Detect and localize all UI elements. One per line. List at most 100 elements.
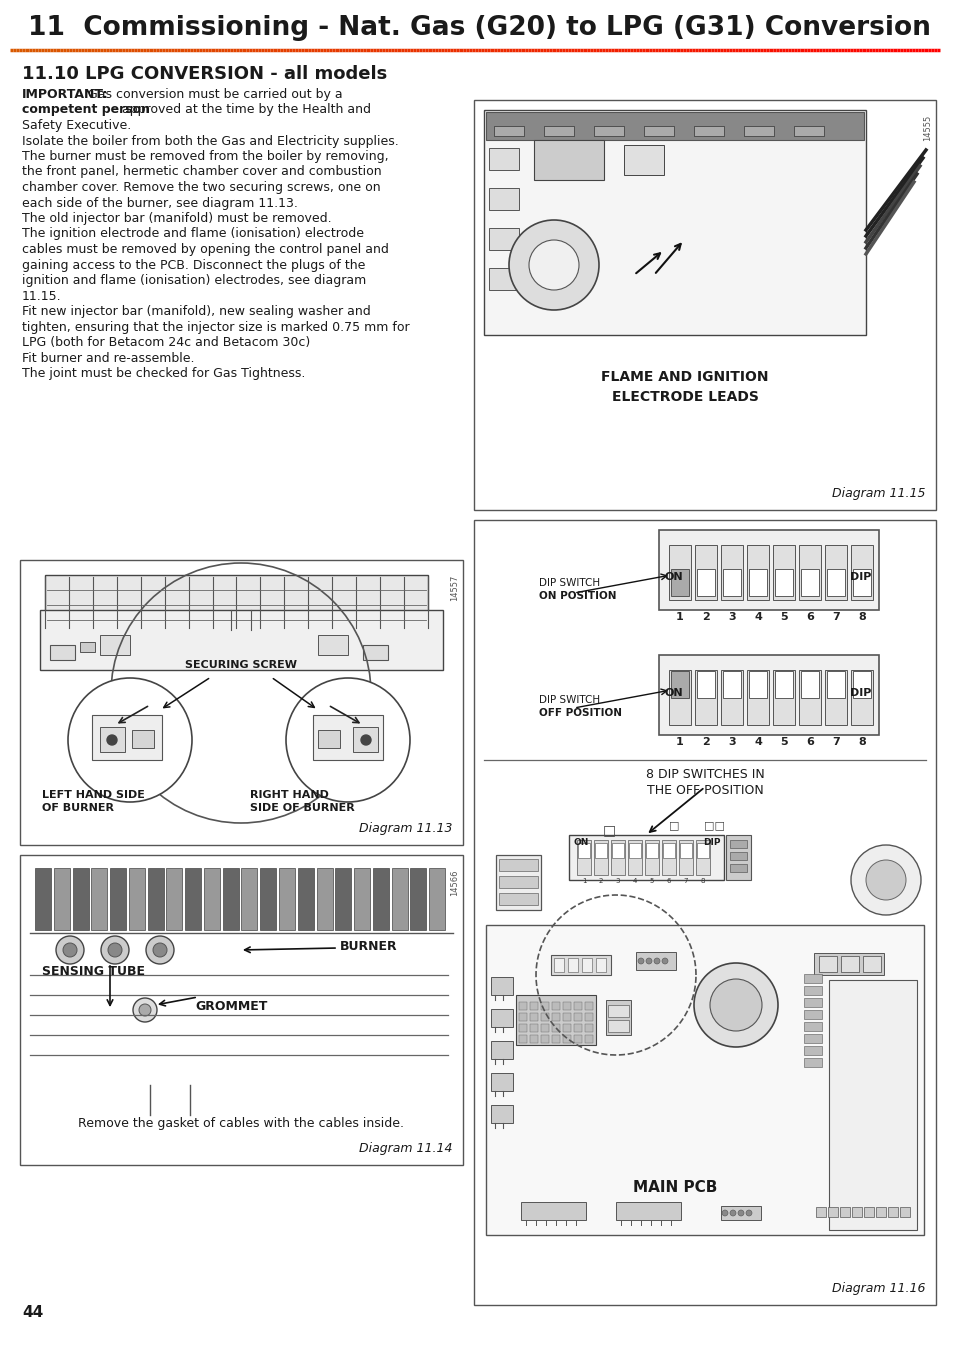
Bar <box>316 868 333 930</box>
Bar <box>552 1012 559 1021</box>
Text: 1: 1 <box>581 878 586 884</box>
Bar <box>644 840 659 875</box>
Bar <box>594 840 607 875</box>
Text: 14555: 14555 <box>923 115 931 142</box>
Bar <box>670 671 688 698</box>
Text: 2: 2 <box>598 878 602 884</box>
Bar <box>485 112 863 140</box>
Bar <box>530 1025 537 1031</box>
Bar <box>313 716 382 760</box>
Bar <box>722 671 740 698</box>
Bar <box>491 1041 513 1058</box>
Text: Fit burner and re-assemble.: Fit burner and re-assemble. <box>22 351 194 364</box>
Bar <box>659 531 878 610</box>
Bar <box>516 995 596 1045</box>
Text: ON POSITION: ON POSITION <box>538 591 616 601</box>
Bar <box>429 868 445 930</box>
Bar <box>841 956 858 972</box>
Text: gaining access to the PCB. Disconnect the plugs of the: gaining access to the PCB. Disconnect th… <box>22 258 365 271</box>
Text: 8: 8 <box>858 612 865 622</box>
Bar <box>584 1002 593 1010</box>
Text: ON: ON <box>664 688 683 698</box>
Bar <box>803 1046 821 1054</box>
Bar <box>410 868 426 930</box>
Bar <box>695 545 717 599</box>
Circle shape <box>745 1210 751 1216</box>
Bar <box>605 1000 630 1035</box>
Text: SENSING TUBE: SENSING TUBE <box>42 965 145 977</box>
Circle shape <box>509 220 598 310</box>
Circle shape <box>654 958 659 964</box>
Bar <box>494 126 523 136</box>
Bar <box>584 1025 593 1031</box>
Bar <box>863 1207 873 1216</box>
Bar <box>799 670 821 725</box>
Bar <box>552 1002 559 1010</box>
Text: The joint must be checked for Gas Tightness.: The joint must be checked for Gas Tightn… <box>22 367 305 379</box>
Bar <box>659 655 878 734</box>
Bar <box>489 228 518 250</box>
Text: approved at the time by the Health and: approved at the time by the Health and <box>118 104 371 116</box>
Text: 6: 6 <box>805 612 813 622</box>
Bar <box>746 545 768 599</box>
Bar <box>148 868 163 930</box>
Bar <box>645 842 658 859</box>
Bar <box>260 868 276 930</box>
Bar <box>578 842 589 859</box>
Text: □: □ <box>668 819 679 830</box>
Bar <box>552 1025 559 1031</box>
Bar <box>826 568 844 595</box>
Bar <box>729 840 746 848</box>
Bar <box>803 973 821 983</box>
Bar <box>241 868 257 930</box>
Bar <box>534 140 603 180</box>
Text: SIDE OF BURNER: SIDE OF BURNER <box>250 803 355 813</box>
Bar <box>748 671 766 698</box>
Text: competent person: competent person <box>22 104 150 116</box>
Bar <box>697 568 714 595</box>
Bar <box>489 148 518 170</box>
Bar <box>697 842 708 859</box>
Text: Remove the gasket of cables with the cables inside.: Remove the gasket of cables with the cab… <box>78 1116 403 1130</box>
Circle shape <box>132 998 157 1022</box>
Circle shape <box>286 678 410 802</box>
Bar <box>815 1207 825 1216</box>
Text: GROMMET: GROMMET <box>194 1000 267 1012</box>
Text: ON: ON <box>574 838 589 846</box>
Bar <box>697 671 714 698</box>
Bar <box>887 1207 897 1216</box>
Text: 8: 8 <box>700 878 704 884</box>
Bar <box>552 1035 559 1044</box>
Bar <box>540 1002 548 1010</box>
Circle shape <box>709 979 761 1031</box>
Bar <box>772 545 794 599</box>
Bar <box>491 1106 513 1123</box>
Bar <box>693 126 723 136</box>
Bar <box>850 545 872 599</box>
Text: The ignition electrode and flame (ionisation) electrode: The ignition electrode and flame (ionisa… <box>22 228 364 240</box>
Bar <box>722 568 740 595</box>
Bar <box>554 958 563 972</box>
Bar <box>824 545 846 599</box>
Circle shape <box>738 1210 743 1216</box>
Bar <box>551 954 610 975</box>
Circle shape <box>139 1004 151 1017</box>
Circle shape <box>645 958 651 964</box>
Bar <box>824 670 846 725</box>
Bar <box>594 126 623 136</box>
Bar <box>568 836 723 880</box>
Bar <box>668 545 690 599</box>
Bar <box>695 670 717 725</box>
Text: 1: 1 <box>676 612 683 622</box>
Circle shape <box>63 944 77 957</box>
Bar <box>852 568 870 595</box>
Bar <box>543 126 574 136</box>
Bar <box>574 1002 581 1010</box>
Circle shape <box>101 936 129 964</box>
Bar <box>720 1206 760 1220</box>
Bar <box>354 868 370 930</box>
Bar <box>875 1207 885 1216</box>
Text: Fit new injector bar (manifold), new sealing washer and: Fit new injector bar (manifold), new sea… <box>22 305 371 319</box>
Text: The old injector bar (manifold) must be removed.: The old injector bar (manifold) must be … <box>22 212 332 225</box>
Bar <box>489 269 518 290</box>
